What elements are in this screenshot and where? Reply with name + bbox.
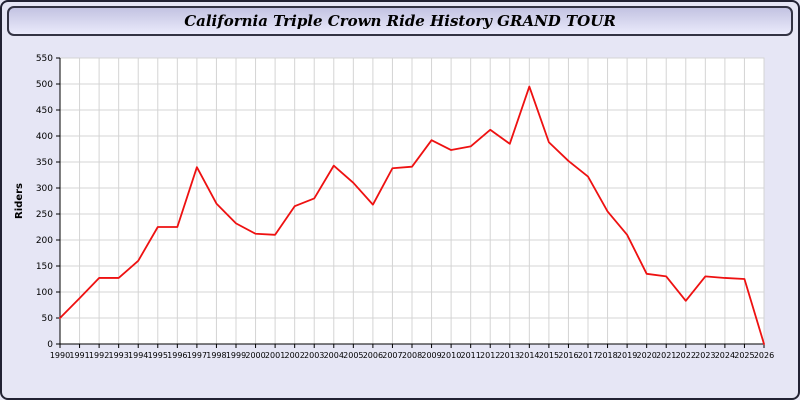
svg-text:2005: 2005 — [343, 351, 363, 360]
svg-text:2016: 2016 — [558, 351, 578, 360]
svg-text:2013: 2013 — [500, 351, 520, 360]
svg-text:1999: 1999 — [226, 351, 246, 360]
svg-text:2007: 2007 — [382, 351, 402, 360]
svg-text:2004: 2004 — [324, 351, 344, 360]
svg-text:500: 500 — [36, 80, 53, 90]
svg-text:2002: 2002 — [284, 351, 304, 360]
svg-text:2011: 2011 — [460, 351, 480, 360]
svg-text:250: 250 — [36, 210, 53, 220]
svg-text:150: 150 — [36, 262, 53, 272]
svg-text:300: 300 — [36, 184, 53, 194]
svg-text:Riders: Riders — [14, 183, 25, 219]
svg-text:200: 200 — [36, 236, 53, 246]
svg-text:2020: 2020 — [636, 351, 656, 360]
svg-text:2024: 2024 — [715, 351, 735, 360]
svg-text:2000: 2000 — [245, 351, 265, 360]
chart-area: 0 50 100 150 200 250 300 350 400 450 500 550 1990 199… — [10, 46, 794, 394]
svg-text:450: 450 — [36, 106, 53, 116]
svg-text:2022: 2022 — [676, 351, 696, 360]
svg-text:1995: 1995 — [148, 351, 168, 360]
svg-text:400: 400 — [36, 132, 53, 142]
svg-text:2009: 2009 — [421, 351, 441, 360]
svg-text:1990: 1990 — [50, 351, 70, 360]
svg-text:2006: 2006 — [363, 351, 383, 360]
svg-text:2008: 2008 — [402, 351, 422, 360]
svg-text:100: 100 — [36, 288, 53, 298]
svg-text:2012: 2012 — [480, 351, 500, 360]
svg-text:350: 350 — [36, 158, 53, 168]
svg-text:2003: 2003 — [304, 351, 324, 360]
svg-text:2021: 2021 — [656, 351, 676, 360]
svg-text:0: 0 — [47, 340, 53, 350]
svg-text:2017: 2017 — [578, 351, 598, 360]
svg-text:50: 50 — [42, 314, 54, 324]
svg-text:1993: 1993 — [108, 351, 128, 360]
svg-text:2018: 2018 — [597, 351, 617, 360]
title-bar: California Triple Crown Ride History GRA… — [7, 6, 793, 36]
svg-text:1998: 1998 — [206, 351, 226, 360]
svg-text:1994: 1994 — [128, 351, 148, 360]
svg-text:1992: 1992 — [89, 351, 109, 360]
svg-text:2010: 2010 — [441, 351, 461, 360]
svg-text:2014: 2014 — [519, 351, 539, 360]
svg-text:2025: 2025 — [734, 351, 754, 360]
svg-text:1997: 1997 — [187, 351, 207, 360]
chart-title: California Triple Crown Ride History GRA… — [184, 12, 616, 30]
svg-text:1996: 1996 — [167, 351, 187, 360]
svg-text:2026: 2026 — [754, 351, 774, 360]
svg-text:2019: 2019 — [617, 351, 637, 360]
svg-text:1991: 1991 — [69, 351, 89, 360]
svg-text:550: 550 — [36, 54, 53, 64]
svg-text:2023: 2023 — [695, 351, 715, 360]
svg-text:2001: 2001 — [265, 351, 285, 360]
svg-text:2015: 2015 — [539, 351, 559, 360]
